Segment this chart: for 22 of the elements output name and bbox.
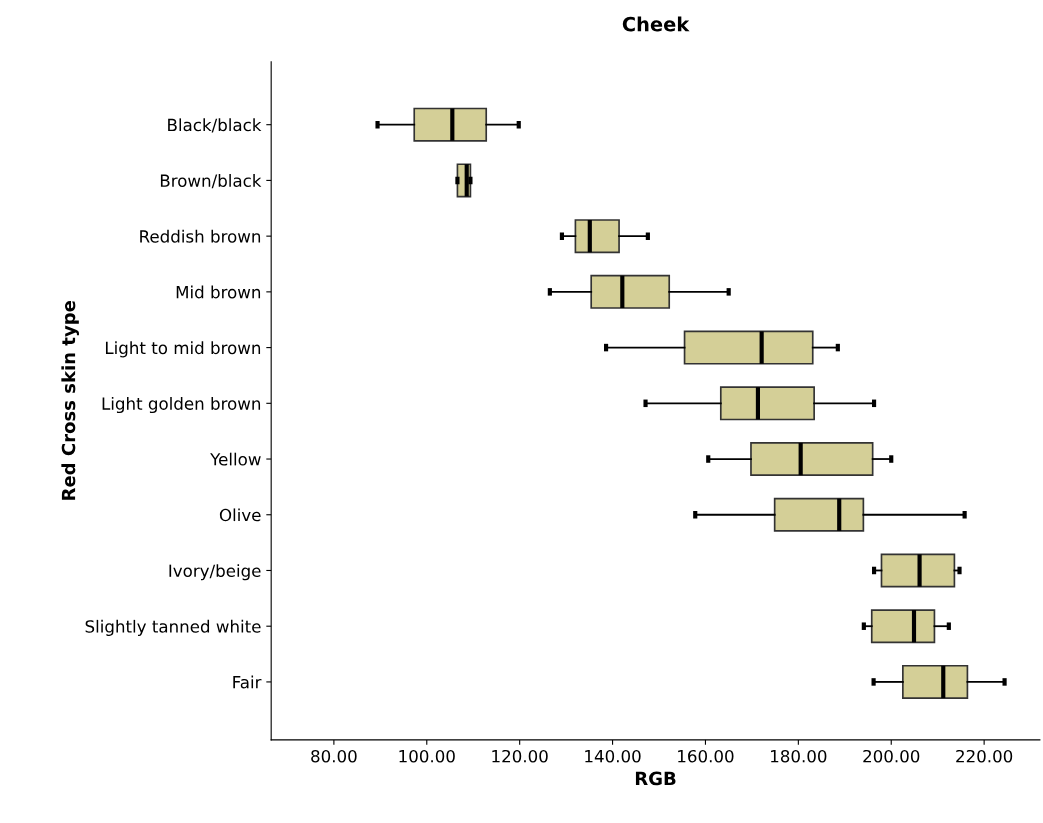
x-axis-title: RGB <box>635 771 676 786</box>
y-tick-label: Black/black <box>168 118 262 133</box>
y-tick-label: Fair <box>233 675 262 689</box>
y-tick-label: Ivory/beige <box>169 564 261 581</box>
y-tick-label: Mid brown <box>176 285 261 299</box>
x-tick-label: 120.00 <box>492 749 548 763</box>
x-tick-label: 80.00 <box>311 749 357 763</box>
x-tick-label: 220.00 <box>956 749 1013 763</box>
y-tick-label: Slightly tanned white <box>85 619 261 636</box>
y-tick-label: Brown/black <box>160 174 262 189</box>
y-tick-label: Light golden brown <box>102 396 261 414</box>
x-tick-label: 100.00 <box>399 749 455 763</box>
x-tick-label: 140.00 <box>585 749 641 763</box>
y-tick-label: Reddish brown <box>140 229 261 243</box>
chart-title: Cheek <box>622 16 690 32</box>
x-tick-label: 180.00 <box>771 749 827 763</box>
x-tick-label: 160.00 <box>678 749 734 763</box>
y-tick-label: Light to mid brown <box>105 341 261 358</box>
y-axis-title: Red Cross skin type <box>61 301 79 500</box>
y-tick-label: Yellow <box>210 452 261 466</box>
x-tick-label: 200.00 <box>863 749 920 763</box>
y-tick-label: Olive <box>219 508 261 522</box>
